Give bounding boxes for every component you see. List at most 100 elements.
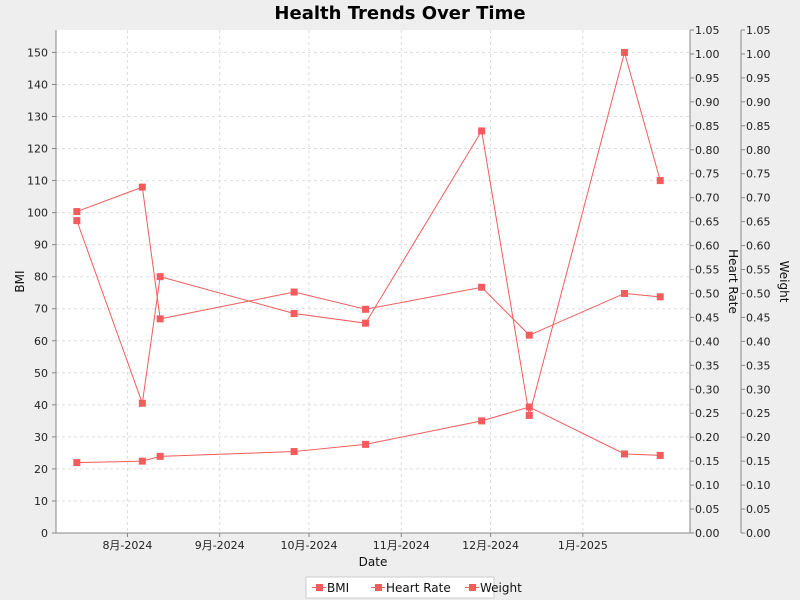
x-axis-label: Date: [359, 555, 388, 569]
data-point-bmi: [138, 399, 146, 407]
y-tick-label: 0.80: [746, 144, 771, 157]
y-tick-label: 110: [27, 175, 48, 188]
y-tick-label: 0.60: [695, 240, 720, 253]
data-point-heart-rate: [621, 289, 629, 297]
x-tick-label: 12月-2024: [462, 539, 519, 552]
data-point-bmi: [478, 127, 486, 135]
data-point-bmi: [525, 411, 533, 419]
data-point-weight: [621, 450, 629, 458]
legend-item-weight: Weight: [465, 581, 522, 595]
y-axis-label-hr: Heart Rate: [726, 249, 740, 314]
y-tick-label: 0.20: [695, 431, 720, 444]
y-tick-label: 50: [34, 367, 48, 380]
y-tick-label: 0.05: [746, 503, 771, 516]
y-tick-label: 0.00: [746, 527, 771, 540]
data-point-heart-rate: [156, 315, 164, 323]
data-point-bmi: [656, 177, 664, 185]
legend-item-heart-rate: Heart Rate: [371, 581, 451, 595]
y-tick-label: 10: [34, 495, 48, 508]
y-tick-label: 0.95: [746, 72, 771, 85]
y-tick-label: 1.05: [746, 24, 771, 37]
y-tick-label: 0.55: [746, 264, 771, 277]
y-tick-label: 1.05: [695, 24, 720, 37]
y-tick-label: 0.50: [746, 287, 771, 300]
y-tick-label: 70: [34, 303, 48, 316]
series-heart-rate: [73, 183, 664, 339]
legend-box: [305, 576, 495, 599]
y-tick-label: 0.40: [746, 335, 771, 348]
legend-label: Weight: [480, 581, 522, 595]
series-layer: [73, 48, 664, 467]
y-tick-label: 40: [34, 399, 48, 412]
y-tick-label: 0.25: [695, 407, 720, 420]
y-tick-label: 0.10: [746, 479, 771, 492]
y-tick-label: 0.55: [695, 264, 720, 277]
y-tick-label: 0.80: [695, 144, 720, 157]
y-tick-label: 0.70: [746, 192, 771, 205]
data-point-bmi: [362, 319, 370, 327]
y-tick-label: 0.30: [746, 383, 771, 396]
data-point-heart-rate: [525, 331, 533, 339]
y-tick-label: 0.05: [695, 503, 720, 516]
y-tick-label: 0.75: [746, 168, 771, 181]
y-tick-label: 0.45: [746, 311, 771, 324]
y-tick-label: 0.30: [695, 383, 720, 396]
legend-item-bmi: BMI: [312, 581, 349, 595]
data-point-heart-rate: [73, 208, 81, 216]
y-tick-label: 0.00: [695, 527, 720, 540]
data-point-weight: [290, 448, 298, 456]
y-tick-label: 90: [34, 239, 48, 252]
x-tick-label: 9月-2024: [195, 539, 245, 552]
y-tick-label: 0.10: [695, 479, 720, 492]
y-tick-label: 20: [34, 463, 48, 476]
y-tick-label: 0.85: [695, 120, 720, 133]
x-tick-label: 8月-2024: [102, 539, 152, 552]
data-point-weight: [478, 417, 486, 425]
chart-title: Health Trends Over Time: [274, 3, 525, 24]
y-tick-label: 0: [41, 527, 48, 540]
y-axis-label-bmi: BMI: [13, 270, 27, 292]
data-point-heart-rate: [478, 283, 486, 291]
data-point-weight: [73, 459, 81, 467]
data-point-heart-rate: [138, 183, 146, 191]
data-point-bmi: [290, 310, 298, 318]
data-point-weight: [138, 457, 146, 465]
y-tick-label: 0.65: [695, 216, 720, 229]
legend-label: BMI: [327, 581, 349, 595]
y-tick-label: 0.65: [746, 216, 771, 229]
data-point-weight: [156, 452, 164, 460]
y-tick-label: 130: [27, 111, 48, 124]
y-tick-label: 0.35: [695, 359, 720, 372]
series-bmi: [73, 48, 664, 419]
y-tick-label: 0.70: [695, 192, 720, 205]
series-weight: [73, 403, 664, 467]
y-tick-label: 140: [27, 78, 48, 91]
legend-marker: [469, 584, 476, 591]
data-point-heart-rate: [656, 293, 664, 301]
data-point-heart-rate: [362, 305, 370, 313]
y-tick-label: 150: [27, 46, 48, 59]
y-tick-label: 0.95: [695, 72, 720, 85]
y-tick-label: 0.15: [695, 455, 720, 468]
y-tick-label: 0.25: [746, 407, 771, 420]
y-tick-label: 60: [34, 335, 48, 348]
y-tick-label: 0.85: [746, 120, 771, 133]
legend: BMI Heart Rate Weight: [305, 576, 522, 599]
data-point-heart-rate: [290, 288, 298, 296]
y-tick-label: 0.15: [746, 455, 771, 468]
legend-marker: [375, 584, 382, 591]
y-tick-label: 0.90: [746, 96, 771, 109]
legend-marker: [316, 584, 323, 591]
y-tick-label: 0.40: [695, 335, 720, 348]
data-point-bmi: [621, 48, 629, 56]
y-tick-label: 0.75: [695, 168, 720, 181]
y-tick-label: 30: [34, 431, 48, 444]
data-point-weight: [656, 451, 664, 459]
data-point-weight: [525, 403, 533, 411]
axes: 0 10 20 30 40 50 60 70 80 90 100 110 120 130 140 150 BMI…: [13, 24, 791, 552]
y-tick-label: 120: [27, 143, 48, 156]
y-tick-label: 0.35: [746, 359, 771, 372]
y-tick-label: 1.00: [695, 48, 720, 61]
y-tick-label: 0.50: [695, 287, 720, 300]
